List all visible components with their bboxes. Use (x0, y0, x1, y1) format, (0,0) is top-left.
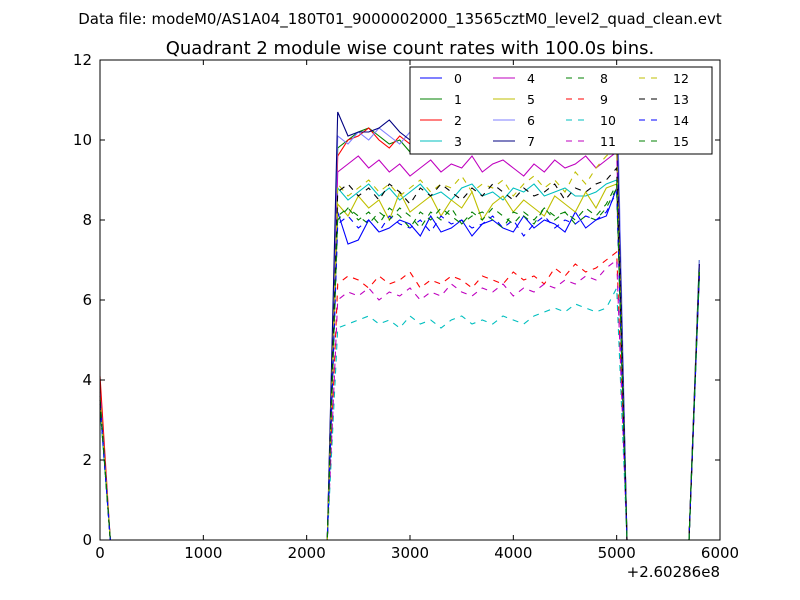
y-tick-label: 12 (73, 51, 92, 69)
legend-label-1: 1 (454, 92, 462, 107)
legend-label-5: 5 (527, 92, 535, 107)
series-line-10 (99, 279, 700, 541)
series-line-15 (99, 181, 700, 541)
legend-label-12: 12 (673, 71, 689, 86)
legend-frame (409, 66, 713, 155)
series-line-8 (99, 185, 700, 541)
legend-label-9: 9 (600, 92, 608, 107)
x-tick-label: 0 (95, 544, 105, 562)
series-line-5 (99, 183, 700, 541)
series-line-9 (99, 250, 700, 541)
y-tick-label: 6 (82, 291, 92, 309)
x-tick-label: 4000 (494, 544, 532, 562)
chart-title: Quadrant 2 module wise count rates with … (166, 38, 655, 59)
series-line-13 (99, 166, 700, 541)
series-line-14 (99, 189, 700, 541)
series-line-0 (99, 187, 700, 541)
x-tick-label: 2000 (288, 544, 326, 562)
x-tick-label: 1000 (184, 544, 222, 562)
legend-label-10: 10 (600, 113, 616, 128)
figure-suptitle: Data file: modeM0/AS1A04_180T01_90000020… (78, 10, 722, 29)
y-tick-label: 10 (73, 131, 92, 149)
series-line-2 (99, 114, 700, 541)
legend-label-13: 13 (673, 92, 689, 107)
series-line-4 (99, 150, 700, 541)
legend-label-2: 2 (454, 113, 462, 128)
legend-label-15: 15 (673, 134, 689, 149)
series-line-3 (99, 179, 700, 541)
legend-label-11: 11 (600, 134, 616, 149)
y-tick-label: 8 (82, 211, 92, 229)
y-tick-label: 2 (82, 451, 92, 469)
x-tick-label: 6000 (701, 544, 739, 562)
legend-label-4: 4 (527, 71, 535, 86)
y-tick-label: 4 (82, 371, 92, 389)
y-tick-label: 0 (82, 531, 92, 549)
legend-label-8: 8 (600, 71, 608, 86)
x-tick-label: 5000 (598, 544, 636, 562)
x-tick-label: 3000 (391, 544, 429, 562)
series-line-11 (99, 258, 700, 541)
legend-label-3: 3 (454, 134, 462, 149)
series-layer (99, 75, 700, 541)
legend-label-14: 14 (673, 113, 689, 128)
legend-label-0: 0 (454, 71, 462, 86)
legend-label-6: 6 (527, 113, 535, 128)
legend-label-7: 7 (527, 134, 535, 149)
series-line-12 (99, 146, 700, 541)
x-offset-label: +2.60286e8 (627, 563, 720, 581)
